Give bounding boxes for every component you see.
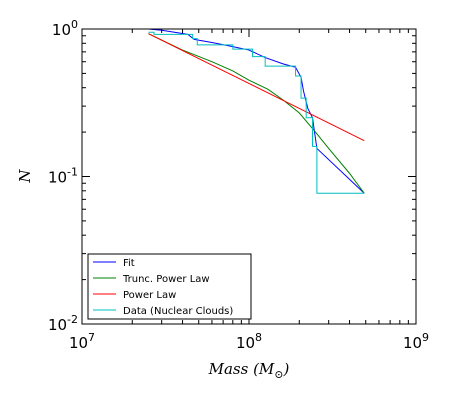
legend-label-power-law: Power Law — [123, 290, 176, 301]
legend-label-trunc-power-law: Trunc. Power Law — [122, 274, 210, 285]
legend-box — [87, 253, 252, 320]
series-layer — [148, 28, 365, 194]
x-tick-label: 108 — [236, 331, 262, 352]
legend-label-data-nuclear-clouds: Data (Nuclear Clouds) — [123, 306, 233, 317]
y-axis-label: N — [16, 169, 34, 184]
legend: Fit Trunc. Power Law Power Law Data (Nuclea… — [87, 253, 252, 320]
x-tick-label: 107 — [69, 331, 95, 352]
y-tick-label: 10-1 — [48, 166, 78, 187]
series-line-power-law — [148, 33, 365, 142]
y-tick-label: 10-2 — [48, 313, 78, 334]
x-tick-label: 109 — [403, 331, 429, 352]
legend-label-fit: Fit — [123, 258, 135, 269]
x-axis-label-subscript: ⊙ — [274, 368, 283, 381]
y-tick-label: 100 — [52, 18, 78, 39]
series-line-trunc-power-law — [148, 33, 365, 194]
ticks-layer — [81, 28, 417, 325]
x-axis-label: Mass (M⊙) — [208, 360, 290, 381]
series-line-data-nuclear-clouds — [148, 31, 365, 194]
tick-labels: 107 108 109 10-2 10-1 100 — [48, 18, 429, 352]
